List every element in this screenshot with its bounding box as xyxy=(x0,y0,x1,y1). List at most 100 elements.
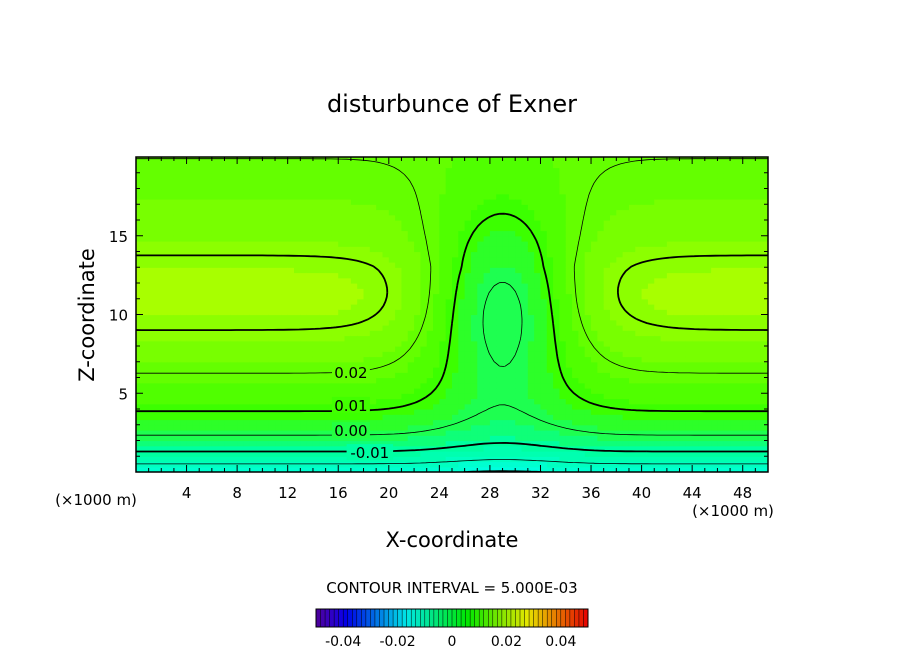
contour-cell xyxy=(344,188,352,195)
contour-cell xyxy=(521,340,529,347)
contour-cell xyxy=(496,246,504,253)
contour-cell xyxy=(622,193,630,200)
contour-cell xyxy=(363,309,371,316)
contour-cell xyxy=(363,277,371,284)
contour-cell xyxy=(287,199,295,205)
contour-cell xyxy=(186,283,194,289)
contour-cell xyxy=(173,262,181,268)
contour-cell xyxy=(300,325,308,331)
contour-cell xyxy=(180,188,188,195)
contour-cell xyxy=(249,230,257,237)
contour-cell xyxy=(287,372,295,379)
contour-cell xyxy=(344,214,352,221)
contour-cell xyxy=(148,251,156,258)
contour-cell xyxy=(262,167,270,174)
contour-cell xyxy=(654,162,662,169)
contour-cell xyxy=(420,199,428,205)
contour-cell xyxy=(224,178,232,184)
contour-cell xyxy=(616,445,624,452)
contour-cell xyxy=(508,466,516,472)
contour-cell xyxy=(584,377,592,384)
contour-cell xyxy=(306,157,314,163)
contour-cell xyxy=(540,367,548,373)
contour-cell xyxy=(173,309,181,316)
contour-cell xyxy=(616,346,624,352)
contour-cell xyxy=(319,235,327,242)
contour-cell xyxy=(610,372,617,379)
contour-cell xyxy=(154,319,162,326)
contour-cell xyxy=(477,372,485,379)
contour-cell xyxy=(622,403,630,410)
contour-cell xyxy=(546,188,554,195)
contour-cell xyxy=(268,424,276,431)
contour-cell xyxy=(338,382,346,389)
contour-cell xyxy=(249,325,257,331)
contour-cell xyxy=(256,199,263,205)
contour-cell xyxy=(414,325,421,331)
contour-cell xyxy=(591,351,598,358)
contour-cell xyxy=(508,456,516,463)
contour-cell xyxy=(477,283,485,289)
contour-cell xyxy=(477,403,485,410)
contour-cell xyxy=(338,388,346,394)
contour-cell xyxy=(205,451,213,457)
contour-cell xyxy=(483,209,491,216)
contour-cell xyxy=(262,466,270,472)
contour-cell xyxy=(458,214,466,221)
contour-cell xyxy=(275,351,282,358)
contour-cell xyxy=(445,204,453,211)
contour-cell xyxy=(414,209,421,216)
contour-cell xyxy=(521,293,529,300)
contour-cell xyxy=(167,199,175,205)
contour-cell xyxy=(628,293,636,300)
contour-cell xyxy=(287,157,295,163)
contour-cell xyxy=(654,220,662,226)
contour-cell xyxy=(489,283,497,289)
contour-cell xyxy=(622,283,630,289)
contour-cell xyxy=(243,393,251,400)
contour-cell xyxy=(445,283,453,289)
contour-cell xyxy=(622,277,630,284)
contour-cell xyxy=(262,330,270,337)
contour-cell xyxy=(395,199,403,205)
contour-cell xyxy=(230,361,238,368)
contour-cell xyxy=(306,388,314,394)
contour-cell xyxy=(502,382,510,389)
contour-cell xyxy=(540,461,548,468)
contour-cell xyxy=(230,251,238,258)
contour-cell xyxy=(591,456,598,463)
contour-cell xyxy=(211,288,219,295)
contour-cell xyxy=(414,361,421,368)
contour-cell xyxy=(464,178,472,184)
contour-cell xyxy=(426,314,434,321)
contour-cell xyxy=(470,414,478,421)
contour-cell xyxy=(635,167,643,174)
contour-cell xyxy=(300,167,308,174)
contour-cell xyxy=(218,183,226,190)
contour-cell xyxy=(610,414,617,421)
contour-cell xyxy=(224,241,232,247)
contour-cell xyxy=(281,283,289,289)
contour-cell xyxy=(610,167,617,174)
contour-cell xyxy=(395,251,403,258)
contour-cell xyxy=(350,183,358,190)
contour-cell xyxy=(275,466,282,472)
contour-cell xyxy=(173,277,181,284)
contour-cell xyxy=(294,167,301,174)
contour-cell xyxy=(395,424,403,431)
contour-cell xyxy=(540,167,548,174)
contour-cell xyxy=(388,346,396,352)
contour-cell xyxy=(395,183,403,190)
contour-cell xyxy=(376,388,384,394)
contour-cell xyxy=(224,204,232,211)
contour-cell xyxy=(331,314,339,321)
contour-cell xyxy=(610,451,617,457)
contour-cell xyxy=(439,314,447,321)
contour-cell xyxy=(388,335,396,342)
contour-cell xyxy=(515,393,523,400)
contour-cell xyxy=(382,466,390,472)
contour-cell xyxy=(622,424,630,431)
contour-cell xyxy=(154,262,162,268)
contour-cell xyxy=(350,172,358,179)
contour-cell xyxy=(540,193,548,200)
